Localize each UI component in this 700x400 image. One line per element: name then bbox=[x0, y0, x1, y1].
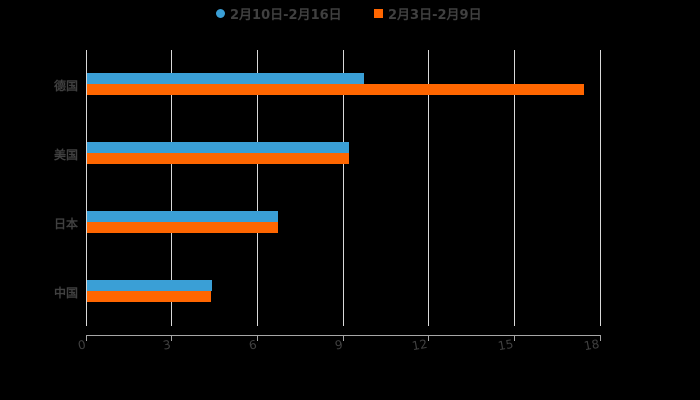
legend-item-week-feb3[interactable]: 2月3日-2月9日 bbox=[374, 3, 482, 23]
x-tick bbox=[600, 335, 601, 341]
gridline-12 bbox=[428, 50, 429, 326]
x-tick-label: 12 bbox=[410, 336, 429, 354]
legend-circle-icon bbox=[216, 8, 225, 18]
x-tick bbox=[428, 335, 429, 341]
legend-label: 2月10日-2月16日 bbox=[230, 7, 342, 23]
category-label-usa: 美国 bbox=[53, 148, 78, 162]
bar-japan-feb10[interactable] bbox=[87, 211, 278, 222]
bar-germany-feb10[interactable] bbox=[87, 73, 364, 84]
category-label-germany: 德国 bbox=[53, 79, 78, 93]
x-tick bbox=[343, 335, 344, 341]
x-tick bbox=[514, 335, 515, 341]
category-label-japan: 日本 bbox=[53, 217, 78, 231]
gridline-9 bbox=[343, 50, 344, 326]
bar-china-feb3[interactable] bbox=[87, 291, 211, 302]
bar-germany-feb3[interactable] bbox=[87, 84, 584, 95]
legend-item-week-feb10[interactable]: 2月10日-2月16日 bbox=[216, 3, 342, 23]
y-axis-line bbox=[86, 50, 87, 326]
gridline-18 bbox=[600, 50, 601, 326]
gridline-3 bbox=[171, 50, 172, 326]
bar-japan-feb3[interactable] bbox=[87, 222, 278, 233]
legend-square-icon bbox=[374, 8, 383, 18]
legend-label: 2月3日-2月9日 bbox=[388, 7, 482, 23]
bar-usa-feb10[interactable] bbox=[87, 142, 349, 153]
x-tick-label: 15 bbox=[496, 336, 515, 354]
x-tick bbox=[171, 335, 172, 341]
gridline-15 bbox=[514, 50, 515, 326]
bar-china-feb10[interactable] bbox=[87, 280, 212, 291]
chart-legend: 2月10日-2月16日 2月3日-2月9日 bbox=[0, 3, 700, 23]
x-tick bbox=[86, 335, 87, 341]
category-label-china: 中国 bbox=[53, 286, 78, 300]
x-tick bbox=[257, 335, 258, 341]
gridline-6 bbox=[257, 50, 258, 326]
bar-usa-feb3[interactable] bbox=[87, 153, 349, 164]
x-tick-label: 18 bbox=[582, 336, 601, 354]
